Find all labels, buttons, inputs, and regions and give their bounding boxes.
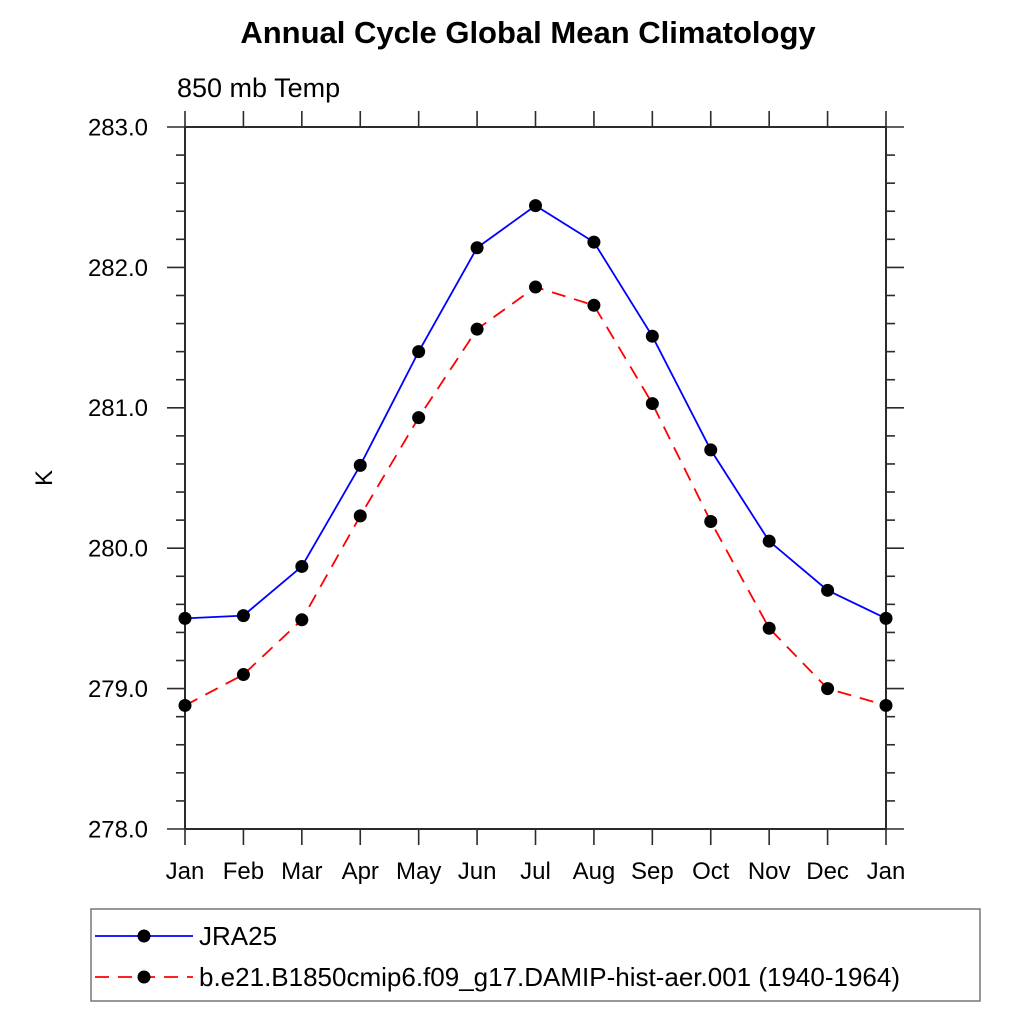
data-point: [178, 611, 192, 625]
data-point: [645, 397, 659, 411]
plot-border: [184, 126, 887, 830]
data-point: [236, 668, 250, 682]
data-point: [353, 509, 367, 523]
x-tick-label: Jan: [867, 858, 906, 885]
chart-subtitle: 850 mb Temp: [177, 73, 340, 103]
y-tick-label: 279.0: [88, 676, 148, 703]
data-point: [645, 329, 659, 343]
data-point: [236, 609, 250, 623]
y-tick-label: 282.0: [88, 255, 148, 282]
data-point: [295, 613, 309, 627]
x-tick-label: May: [396, 858, 441, 885]
series-line-b-e21-b1850cmip6-f09-g17-damip-hist-aer-001-1940-1964-: [184, 286, 887, 707]
legend-marker: [137, 929, 151, 943]
x-tick-label: Aug: [573, 858, 616, 885]
legend-box: [90, 908, 981, 1002]
data-point: [879, 611, 893, 625]
y-tick-label: 278.0: [88, 816, 148, 843]
data-point: [529, 280, 542, 294]
x-tick-label: Oct: [692, 858, 730, 885]
x-tick-label: Feb: [223, 858, 264, 885]
y-tick-label: 280.0: [88, 536, 148, 563]
legend: JRA25 b.e21.B1850cmip6.f09_g17.DAMIP-hist…: [90, 908, 981, 1002]
legend-marker: [137, 970, 151, 984]
x-tick-label: Jan: [166, 858, 205, 885]
data-point: [470, 322, 484, 336]
data-point: [412, 411, 426, 425]
axis-ticks: 278.0 279.0 280.0 281.0 282.0 283.0 Jan Feb Mar A…: [88, 111, 905, 885]
data-point: [412, 345, 426, 359]
x-tick-label: Jun: [458, 858, 497, 885]
data-point: [470, 241, 484, 255]
y-tick-label: 281.0: [88, 395, 148, 422]
data-point: [529, 199, 542, 213]
legend-label: JRA25: [199, 921, 277, 951]
series-line-jra25: [184, 204, 887, 620]
x-tick-label: Jul: [520, 858, 551, 885]
plot-frame: [184, 126, 887, 830]
data-point: [704, 443, 718, 457]
data-point: [879, 698, 893, 712]
data-point: [353, 458, 367, 472]
chart-title: Annual Cycle Global Mean Climatology: [240, 15, 816, 50]
data-series: [178, 199, 893, 712]
y-axis-label: K: [31, 470, 58, 486]
x-tick-label: Apr: [342, 858, 379, 885]
y-tick-label: 283.0: [88, 114, 148, 141]
data-point: [587, 298, 601, 312]
x-tick-label: Dec: [806, 858, 849, 885]
legend-label: b.e21.B1850cmip6.f09_g17.DAMIP-hist-aer.…: [199, 962, 900, 992]
x-tick-label: Nov: [748, 858, 791, 885]
x-tick-label: Sep: [631, 858, 674, 885]
data-point: [821, 583, 835, 597]
data-point: [821, 682, 835, 696]
x-tick-label: Mar: [281, 858, 322, 885]
data-point: [762, 621, 776, 635]
data-point: [704, 515, 718, 529]
data-point: [178, 698, 192, 712]
data-point: [295, 559, 309, 573]
data-point: [587, 235, 601, 249]
data-point: [762, 534, 776, 548]
